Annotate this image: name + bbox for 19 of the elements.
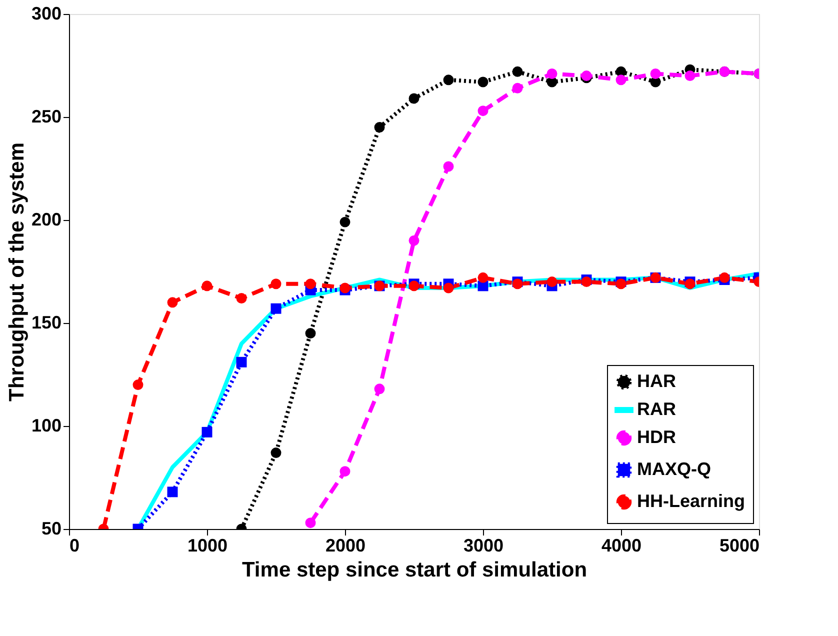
x-tick-label: 2000: [325, 536, 366, 556]
legend-label: MAXQ-Q: [637, 459, 711, 479]
y-tick-label: 100: [31, 416, 62, 436]
x-axis-title: Time step since start of simulation: [242, 558, 588, 582]
legend-label: HDR: [637, 427, 676, 447]
y-tick-label: 200: [31, 210, 62, 230]
legend-label: HH-Learning: [637, 491, 745, 511]
x-tick-label: 4000: [601, 536, 642, 556]
x-tick-label: 0: [70, 536, 80, 556]
legend-label: RAR: [637, 399, 676, 419]
y-tick-label: 300: [31, 4, 62, 24]
legend-label: HAR: [637, 371, 676, 391]
y-tick-label: 50: [41, 518, 62, 538]
x-tick-label: 3000: [463, 536, 504, 556]
x-tick-label: 1000: [187, 536, 228, 556]
y-tick-label: 250: [31, 106, 62, 126]
y-tick-label: 150: [31, 312, 62, 332]
x-tick-label: 5000: [719, 536, 760, 556]
y-axis-title: Throughput of the system: [5, 142, 28, 402]
